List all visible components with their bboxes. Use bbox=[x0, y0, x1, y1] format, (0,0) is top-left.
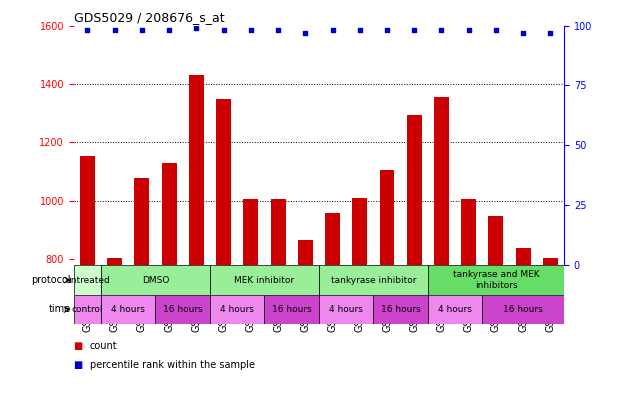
Point bbox=[137, 27, 147, 33]
Text: tankyrase and MEK
inhibitors: tankyrase and MEK inhibitors bbox=[453, 270, 539, 290]
Bar bbox=[407, 115, 422, 265]
Bar bbox=[298, 241, 313, 265]
Bar bbox=[265, 295, 319, 324]
Point bbox=[300, 29, 310, 36]
Point bbox=[246, 27, 256, 33]
Bar bbox=[244, 200, 258, 265]
Point bbox=[219, 27, 229, 33]
Bar bbox=[74, 265, 101, 295]
Point bbox=[463, 27, 474, 33]
Text: 4 hours: 4 hours bbox=[329, 305, 363, 314]
Bar bbox=[482, 295, 564, 324]
Point bbox=[191, 25, 201, 31]
Bar bbox=[271, 200, 285, 265]
Bar bbox=[516, 248, 531, 265]
Text: protocol: protocol bbox=[31, 275, 71, 285]
Text: MEK inhibitor: MEK inhibitor bbox=[235, 275, 294, 285]
Bar bbox=[210, 295, 265, 324]
Text: time: time bbox=[48, 305, 71, 314]
Bar bbox=[319, 295, 374, 324]
Bar bbox=[379, 170, 394, 265]
Text: 16 hours: 16 hours bbox=[163, 305, 203, 314]
Bar bbox=[434, 97, 449, 265]
Text: DMSO: DMSO bbox=[142, 275, 169, 285]
Text: control: control bbox=[72, 305, 103, 314]
Point bbox=[545, 29, 556, 36]
Point bbox=[518, 29, 528, 36]
Bar bbox=[101, 265, 210, 295]
Bar bbox=[80, 156, 95, 265]
Text: percentile rank within the sample: percentile rank within the sample bbox=[90, 360, 254, 371]
Bar bbox=[374, 295, 428, 324]
Text: 4 hours: 4 hours bbox=[221, 305, 254, 314]
Bar bbox=[462, 200, 476, 265]
Point bbox=[164, 27, 174, 33]
Point bbox=[82, 27, 92, 33]
Text: 16 hours: 16 hours bbox=[503, 305, 543, 314]
Text: count: count bbox=[90, 341, 117, 351]
Text: 16 hours: 16 hours bbox=[272, 305, 312, 314]
Bar bbox=[107, 258, 122, 265]
Point bbox=[382, 27, 392, 33]
Text: tankyrase inhibitor: tankyrase inhibitor bbox=[331, 275, 416, 285]
Bar bbox=[428, 265, 564, 295]
Bar bbox=[101, 295, 155, 324]
Bar bbox=[488, 216, 503, 265]
Bar bbox=[74, 295, 101, 324]
Bar bbox=[353, 198, 367, 265]
Point bbox=[437, 27, 447, 33]
Bar bbox=[155, 295, 210, 324]
Bar bbox=[543, 258, 558, 265]
Text: GDS5029 / 208676_s_at: GDS5029 / 208676_s_at bbox=[74, 11, 224, 24]
Point bbox=[273, 27, 283, 33]
Point bbox=[110, 27, 120, 33]
Bar bbox=[428, 295, 482, 324]
Text: ■: ■ bbox=[74, 341, 86, 351]
Bar bbox=[162, 163, 176, 265]
Text: 16 hours: 16 hours bbox=[381, 305, 420, 314]
Text: untreated: untreated bbox=[65, 275, 110, 285]
Bar bbox=[216, 99, 231, 265]
Text: 4 hours: 4 hours bbox=[438, 305, 472, 314]
Bar bbox=[210, 265, 319, 295]
Bar bbox=[325, 213, 340, 265]
Bar bbox=[319, 265, 428, 295]
Point bbox=[409, 27, 419, 33]
Bar bbox=[189, 75, 204, 265]
Point bbox=[491, 27, 501, 33]
Bar bbox=[135, 178, 149, 265]
Point bbox=[354, 27, 365, 33]
Text: 4 hours: 4 hours bbox=[112, 305, 145, 314]
Point bbox=[328, 27, 338, 33]
Text: ■: ■ bbox=[74, 360, 86, 371]
